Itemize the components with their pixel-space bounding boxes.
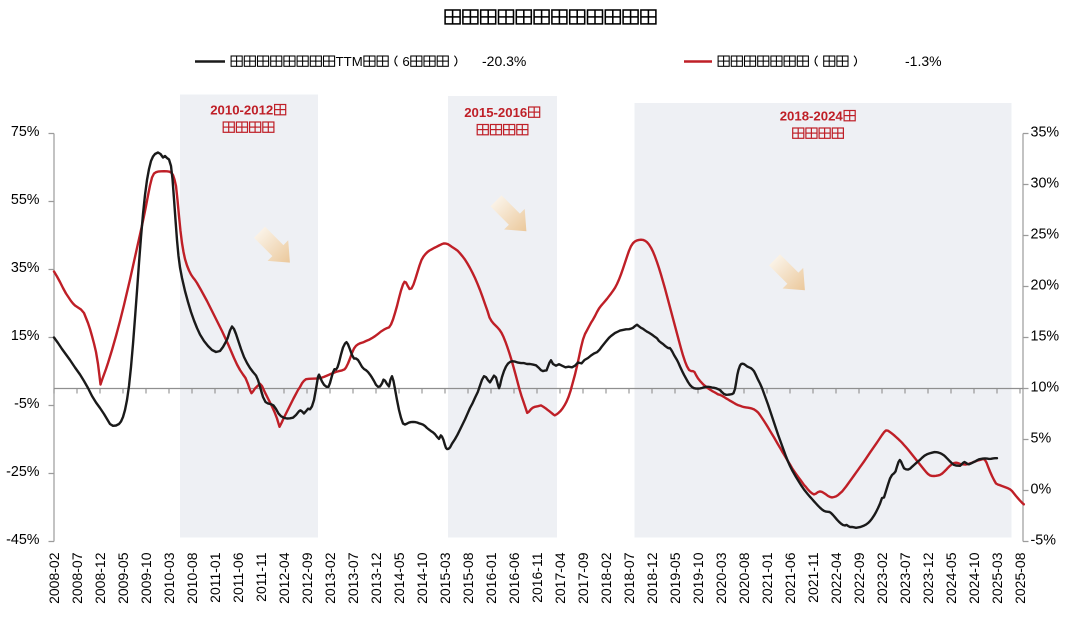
svg-text:2022-09: 2022-09 bbox=[851, 552, 867, 604]
svg-text:2018-2024: 2018-2024 bbox=[780, 109, 844, 124]
svg-text:2014-10: 2014-10 bbox=[414, 552, 430, 604]
svg-text:2018-07: 2018-07 bbox=[621, 552, 637, 604]
svg-text:2009-05: 2009-05 bbox=[115, 552, 131, 604]
svg-text:2023-02: 2023-02 bbox=[874, 552, 890, 604]
svg-text:2021-01: 2021-01 bbox=[759, 552, 775, 604]
svg-text:35%: 35% bbox=[1031, 125, 1060, 141]
svg-text:2016-01: 2016-01 bbox=[483, 552, 499, 604]
svg-text:-5%: -5% bbox=[1031, 533, 1057, 549]
svg-text:-20.3%: -20.3% bbox=[482, 53, 526, 69]
svg-text:2018-12: 2018-12 bbox=[644, 552, 660, 604]
svg-text:2010-2012: 2010-2012 bbox=[210, 103, 273, 118]
svg-text:2010-08: 2010-08 bbox=[184, 552, 200, 604]
svg-text:0%: 0% bbox=[1031, 482, 1052, 498]
svg-text:2009-10: 2009-10 bbox=[138, 552, 154, 604]
svg-text:-5%: -5% bbox=[14, 396, 40, 412]
svg-text:2016-06: 2016-06 bbox=[506, 552, 522, 604]
svg-text:2016-11: 2016-11 bbox=[529, 552, 545, 603]
svg-text:15%: 15% bbox=[1031, 329, 1060, 345]
svg-text:75%: 75% bbox=[11, 124, 40, 140]
svg-text:2020-08: 2020-08 bbox=[736, 552, 752, 604]
svg-text:-45%: -45% bbox=[6, 532, 40, 548]
svg-text:2012-04: 2012-04 bbox=[276, 552, 292, 604]
svg-text:2008-02: 2008-02 bbox=[46, 552, 62, 604]
svg-text:2020-03: 2020-03 bbox=[713, 552, 729, 604]
svg-text:2017-04: 2017-04 bbox=[552, 552, 568, 604]
svg-text:15%: 15% bbox=[11, 328, 40, 344]
svg-text:2012-09: 2012-09 bbox=[299, 552, 315, 604]
svg-text:2021-11: 2021-11 bbox=[805, 552, 821, 603]
svg-text:2023-07: 2023-07 bbox=[897, 552, 913, 604]
svg-text:2010-03: 2010-03 bbox=[161, 552, 177, 604]
svg-text:2025-08: 2025-08 bbox=[1012, 552, 1028, 604]
svg-text:2014-05: 2014-05 bbox=[391, 552, 407, 604]
svg-text:2019-10: 2019-10 bbox=[690, 552, 706, 604]
svg-text:2011-01: 2011-01 bbox=[207, 552, 223, 603]
svg-text:2015-08: 2015-08 bbox=[460, 552, 476, 604]
svg-text:10%: 10% bbox=[1031, 380, 1060, 396]
svg-text:25%: 25% bbox=[1031, 227, 1060, 243]
svg-text:2013-07: 2013-07 bbox=[345, 552, 361, 604]
svg-text:2021-06: 2021-06 bbox=[782, 552, 798, 604]
svg-text:TTM: TTM bbox=[336, 54, 363, 69]
svg-text:55%: 55% bbox=[11, 192, 40, 208]
svg-text:2024-10: 2024-10 bbox=[966, 552, 982, 604]
svg-text:30%: 30% bbox=[1031, 176, 1060, 192]
svg-text:2025-03: 2025-03 bbox=[989, 552, 1005, 604]
svg-text:2015-2016: 2015-2016 bbox=[464, 105, 527, 120]
svg-text:2018-02: 2018-02 bbox=[598, 552, 614, 604]
svg-text:2015-03: 2015-03 bbox=[437, 552, 453, 604]
svg-text:2024-05: 2024-05 bbox=[943, 552, 959, 604]
svg-text:2022-04: 2022-04 bbox=[828, 552, 844, 604]
svg-text:2013-02: 2013-02 bbox=[322, 552, 338, 604]
svg-text:2013-12: 2013-12 bbox=[368, 552, 384, 604]
svg-text:2011-06: 2011-06 bbox=[230, 552, 246, 603]
svg-text:2008-12: 2008-12 bbox=[92, 552, 108, 604]
svg-text:2023-12: 2023-12 bbox=[920, 552, 936, 604]
svg-text:2019-05: 2019-05 bbox=[667, 552, 683, 604]
svg-text:2008-07: 2008-07 bbox=[69, 552, 85, 604]
svg-text:5%: 5% bbox=[1031, 431, 1052, 447]
svg-text:-25%: -25% bbox=[6, 464, 40, 480]
svg-text:2017-09: 2017-09 bbox=[575, 552, 591, 604]
svg-text:-1.3%: -1.3% bbox=[905, 53, 942, 69]
svg-text:2011-11: 2011-11 bbox=[253, 552, 269, 602]
svg-text:6: 6 bbox=[402, 54, 409, 69]
svg-text:35%: 35% bbox=[11, 260, 40, 276]
svg-text:20%: 20% bbox=[1031, 278, 1060, 294]
